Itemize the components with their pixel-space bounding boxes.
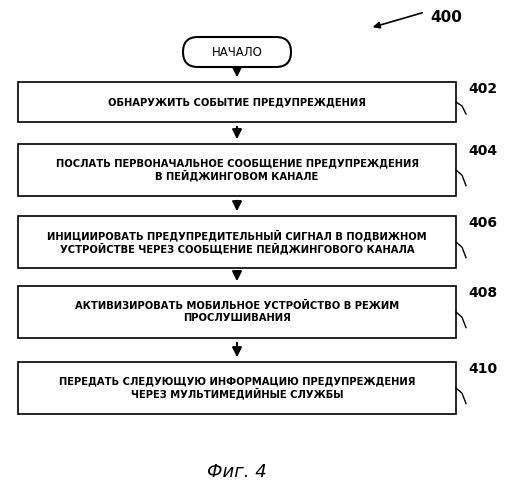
FancyBboxPatch shape [183,37,291,67]
Text: Фиг. 4: Фиг. 4 [207,463,267,481]
Text: ОБНАРУЖИТЬ СОБЫТИЕ ПРЕДУПРЕЖДЕНИЯ: ОБНАРУЖИТЬ СОБЫТИЕ ПРЕДУПРЕЖДЕНИЯ [108,97,366,107]
Text: НАЧАЛО: НАЧАЛО [212,46,263,59]
Text: 402: 402 [468,82,497,96]
Text: ПОСЛАТЬ ПЕРВОНАЧАЛЬНОЕ СООБЩЕНИЕ ПРЕДУПРЕЖДЕНИЯ
В ПЕЙДЖИНГОВОМ КАНАЛЕ: ПОСЛАТЬ ПЕРВОНАЧАЛЬНОЕ СООБЩЕНИЕ ПРЕДУПР… [56,158,418,182]
FancyBboxPatch shape [18,216,456,268]
FancyBboxPatch shape [18,144,456,196]
Text: 404: 404 [468,144,497,158]
Text: АКТИВИЗИРОВАТЬ МОБИЛЬНОЕ УСТРОЙСТВО В РЕЖИМ
ПРОСЛУШИВАНИЯ: АКТИВИЗИРОВАТЬ МОБИЛЬНОЕ УСТРОЙСТВО В РЕ… [75,301,399,323]
Text: ИНИЦИИРОВАТЬ ПРЕДУПРЕДИТЕЛЬНЫЙ СИГНАЛ В ПОДВИЖНОМ
УСТРОЙСТВЕ ЧЕРЕЗ СООБЩЕНИЕ ПЕЙ: ИНИЦИИРОВАТЬ ПРЕДУПРЕДИТЕЛЬНЫЙ СИГНАЛ В … [47,230,427,254]
Text: 400: 400 [430,10,462,25]
FancyBboxPatch shape [18,362,456,414]
Text: 408: 408 [468,286,497,300]
Text: 410: 410 [468,362,497,376]
Text: ПЕРЕДАТЬ СЛЕДУЮЩУЮ ИНФОРМАЦИЮ ПРЕДУПРЕЖДЕНИЯ
ЧЕРЕЗ МУЛЬТИМЕДИЙНЫЕ СЛУЖБЫ: ПЕРЕДАТЬ СЛЕДУЮЩУЮ ИНФОРМАЦИЮ ПРЕДУПРЕЖД… [59,376,415,400]
FancyBboxPatch shape [18,82,456,122]
FancyBboxPatch shape [18,286,456,338]
Text: 406: 406 [468,216,497,230]
